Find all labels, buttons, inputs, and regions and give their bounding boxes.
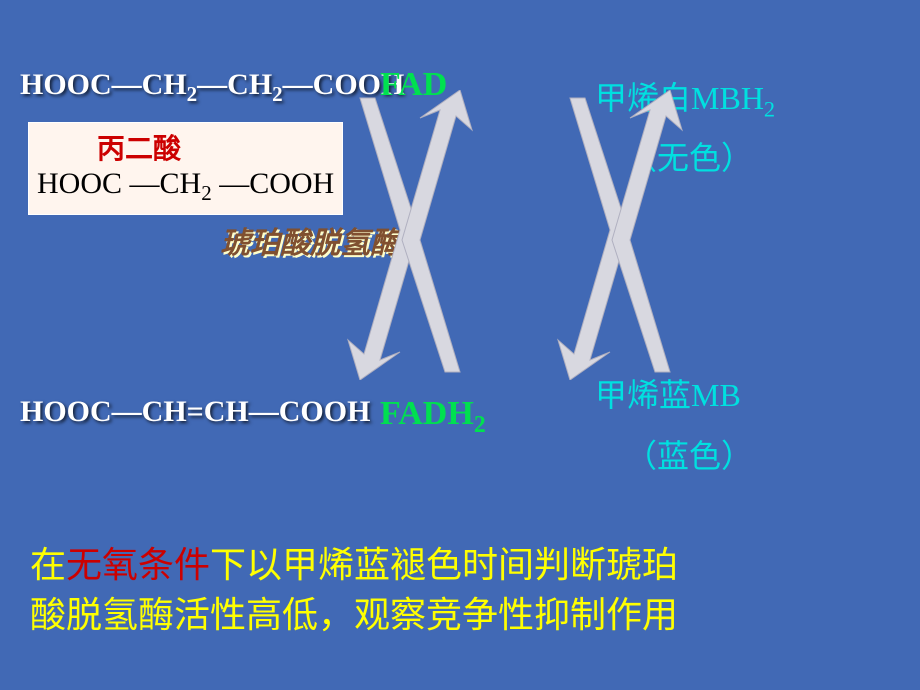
methylene-blue-label: 甲烯蓝MB （蓝色）	[595, 365, 753, 487]
arrow-up-right	[612, 90, 682, 372]
reaction-arrows-left	[330, 90, 510, 380]
inhibitor-malonate-box: 丙二酸 HOOC —CH2 —COOH	[28, 122, 343, 215]
summary-rest1: 下以甲烯蓝褪色时间判断琥珀	[210, 545, 678, 585]
arrow-up-left	[402, 90, 472, 372]
summary-text: 在无氧条件下以甲烯蓝褪色时间判断琥珀酸脱氢酶活性高低，观察竞争性抑制作用	[30, 540, 678, 641]
summary-prefix: 在	[30, 545, 66, 585]
inhibitor-formula: HOOC —CH2 —COOH	[37, 167, 334, 206]
summary-highlight: 无氧条件	[66, 545, 210, 585]
mb-blue-line2: （蓝色）	[595, 426, 753, 487]
summary-rest2: 酸脱氢酶活性高低，观察竞争性抑制作用	[30, 595, 678, 635]
product-fumarate: HOOC—CH=CH—COOH	[20, 395, 370, 429]
fadh2-label: FADH2	[380, 395, 486, 439]
reaction-arrows-right	[540, 90, 720, 380]
inhibitor-name: 丙二酸	[37, 127, 334, 167]
